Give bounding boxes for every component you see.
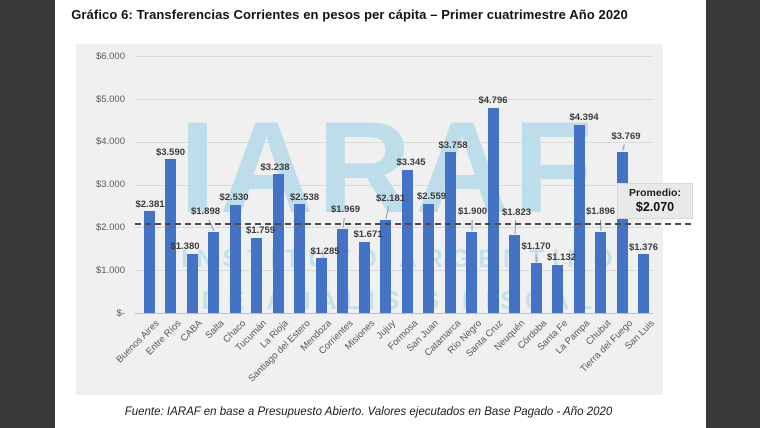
bar-value-label: $1.376 <box>628 241 659 253</box>
gridline <box>135 99 653 100</box>
bar-value-label: $1.896 <box>585 206 616 218</box>
bar <box>358 241 370 313</box>
bar <box>229 204 241 313</box>
bar <box>616 151 628 313</box>
left-letterbox <box>0 0 55 428</box>
bar-value-label: $1.823 <box>501 206 532 218</box>
bar-value-label: $1.969 <box>330 204 361 216</box>
chart-area: IARAF INSTITUTO ARGENTINO DE ANALISIS FI… <box>76 44 693 395</box>
average-annotation-box: Promedio: $2.070 <box>617 183 693 219</box>
average-dashed-line <box>135 223 692 226</box>
bar-value-label: $1.759 <box>245 225 276 237</box>
leader-line <box>622 144 625 151</box>
bar <box>337 228 348 313</box>
y-tick-label: $4.000 <box>95 136 125 148</box>
bar-value-label: $3.769 <box>611 131 641 143</box>
bar <box>251 237 262 313</box>
bar <box>143 211 155 313</box>
y-tick-label: $5.000 <box>95 93 125 105</box>
bar <box>208 231 219 313</box>
bar <box>380 219 391 313</box>
bar <box>444 152 456 313</box>
bar-value-label: $2.559 <box>416 191 447 202</box>
bar <box>186 253 198 313</box>
bar <box>595 231 606 313</box>
source-note: Fuente: IARAF en base a Presupuesto Abie… <box>124 406 613 418</box>
gridline <box>135 184 653 186</box>
bar <box>315 258 327 313</box>
leader-line <box>600 219 602 231</box>
chart-title: Gráfico 6: Transferencias Corrientes en … <box>71 7 628 22</box>
bar-value-label: $4.394 <box>569 112 599 124</box>
bar <box>165 159 176 313</box>
bar <box>573 124 585 313</box>
bar-value-label: $1.285 <box>310 245 340 257</box>
bar-value-label: $2.538 <box>289 191 320 203</box>
bar <box>487 107 499 313</box>
bar-value-label: $1.132 <box>546 252 577 264</box>
bar <box>530 262 542 313</box>
bar <box>638 254 649 313</box>
gridline <box>135 56 653 58</box>
y-tick-label: $2.000 <box>95 221 125 233</box>
bar <box>272 174 284 313</box>
bar-value-label: $1.898 <box>190 206 221 218</box>
bar-value-label: $1.900 <box>457 206 488 218</box>
bar-value-label: $3.758 <box>438 139 468 151</box>
bar-value-label: $3.345 <box>396 157 426 169</box>
watermark-text-line2: DE ANALISIS FISCAL <box>201 287 593 315</box>
bar-value-label: $2.530 <box>219 192 249 204</box>
bar <box>509 235 520 313</box>
gridline <box>135 227 653 229</box>
bar-value-label: $3.238 <box>260 161 290 173</box>
average-value: $2.070 <box>635 200 675 214</box>
gridline <box>135 141 653 143</box>
bar <box>401 169 413 313</box>
bar <box>423 203 434 313</box>
bar-value-label: $1.380 <box>170 241 200 253</box>
bar-value-label: $1.671 <box>353 229 383 240</box>
x-tick-label: CABA <box>178 318 205 345</box>
report-page: Gráfico 6: Transferencias Corrientes en … <box>55 0 706 428</box>
y-tick-label: $1.000 <box>95 264 125 276</box>
y-tick-label: $6.000 <box>95 50 125 62</box>
gridline <box>135 270 653 272</box>
bar <box>294 204 305 313</box>
y-tick-label: $- <box>116 307 125 319</box>
bar-value-label: $3.590 <box>155 146 186 158</box>
x-axis-line <box>135 313 653 314</box>
average-label: Promedio: <box>629 187 681 199</box>
bar <box>552 264 563 313</box>
bar-value-label: $4.796 <box>478 95 508 107</box>
bar-value-label: $2.381 <box>135 198 165 210</box>
y-tick-label: $3.000 <box>95 179 125 191</box>
bar <box>466 231 477 313</box>
right-letterbox <box>706 0 760 428</box>
bar-value-label: $2.181 <box>375 193 406 205</box>
bar-value-label: $1.170 <box>521 241 551 253</box>
